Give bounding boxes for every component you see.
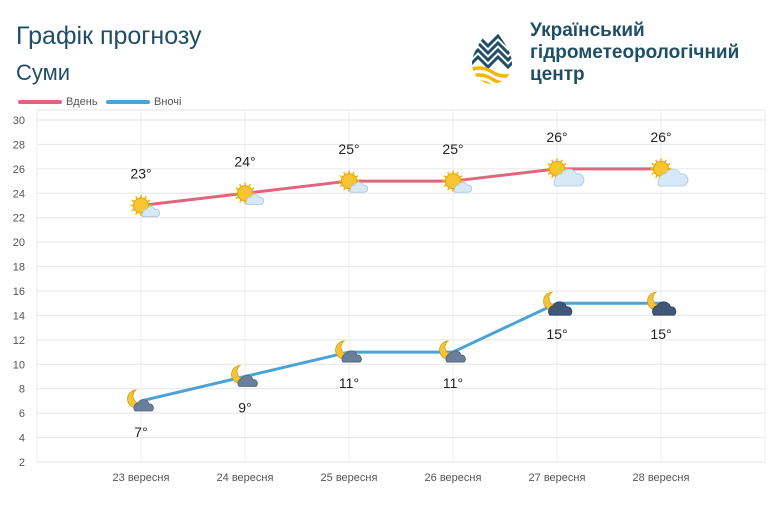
y-tick-label: 30 [13,115,25,127]
logo-line-3: центр [530,64,585,85]
y-tick-label: 16 [13,286,25,298]
day-temp-label: 25° [338,141,359,157]
city-name: Суми [16,60,71,85]
sun-disc [445,173,461,190]
night-temp-label: 7° [134,424,147,440]
night-cloud-shape [341,350,362,363]
day-temp-label: 26° [650,129,671,145]
night-cloud-shape [548,301,573,316]
moon-cloud-icon [127,389,154,412]
day-temp-label: 23° [130,166,151,182]
night-cloud-shape [237,374,258,387]
x-tick-label: 27 вересня [529,472,586,484]
night-temp-label: 9° [238,400,251,416]
sun-small-cloud-icon [442,170,473,193]
legend-item-day[interactable]: Вдень [18,96,98,108]
night-series-line [140,301,661,403]
moon-cloud-icon [231,365,258,387]
y-tick-label: 24 [13,188,25,200]
sun-cloud-icon [546,158,585,187]
moon-dark-cloud-icon [543,291,573,316]
x-tick-label: 28 вересня [633,472,690,484]
y-tick-label: 26 [13,164,25,176]
cloud-shape [553,168,585,187]
sun-small-cloud-icon [130,195,161,218]
y-tick-label: 2 [19,457,25,469]
sun-cloud-icon [650,158,689,187]
x-tick-label: 26 вересня [425,472,482,484]
day-temp-label: 24° [234,153,255,169]
logo-line-1: Український [530,20,645,41]
sun-small-cloud-icon [338,170,369,193]
page-title: Графік прогнозу [16,22,202,50]
night-cloud-shape [445,350,466,363]
moon-dark-cloud-icon [647,291,677,316]
day-temp-label: 26° [546,129,567,145]
night-cloud-shape [652,301,677,316]
x-tick-label: 25 вересня [321,472,378,484]
sun-disc [341,173,357,190]
day-series-line [140,167,661,207]
y-tick-label: 28 [13,139,25,151]
legend-swatch-night [106,100,150,105]
cloud-shape [657,168,689,187]
legend-swatch-day [18,100,62,105]
y-tick-label: 4 [19,433,25,445]
legend-item-night[interactable]: Вночі [106,96,181,108]
y-tick-label: 12 [13,335,25,347]
sun-small-cloud-icon [234,182,265,205]
cloud-shape [453,181,473,193]
sun-disc [133,197,149,214]
legend-label-day: Вдень [66,96,98,108]
y-tick-label: 18 [13,262,25,274]
x-tick-label: 23 вересня [113,472,170,484]
y-tick-label: 10 [13,359,25,371]
moon-cloud-icon [439,340,466,363]
legend-label-night: Вночі [154,96,182,108]
night-cloud-shape [133,399,154,412]
night-temp-label: 15° [650,326,671,342]
y-tick-label: 20 [13,237,25,249]
cloud-shape [141,206,161,218]
night-temp-label: 11° [339,375,359,391]
y-tick-label: 14 [13,310,25,322]
logo-text: Український гідрометеорологічний центр [530,20,739,86]
y-tick-label: 8 [19,384,25,396]
logo: Український гідрометеорологічний центр [468,20,768,90]
night-temp-label: 11° [443,375,463,391]
logo-line-2: гідрометеорологічний [530,42,740,63]
sun-disc [237,185,253,202]
cloud-shape [349,181,369,193]
y-tick-label: 22 [13,213,25,225]
moon-cloud-icon [335,340,362,363]
water-drop-logo-icon [472,24,512,84]
y-tick-label: 6 [19,408,25,420]
night-temp-label: 15° [546,326,567,342]
cloud-shape [245,194,265,205]
x-tick-label: 24 вересня [217,472,274,484]
day-temp-label: 25° [442,141,463,157]
